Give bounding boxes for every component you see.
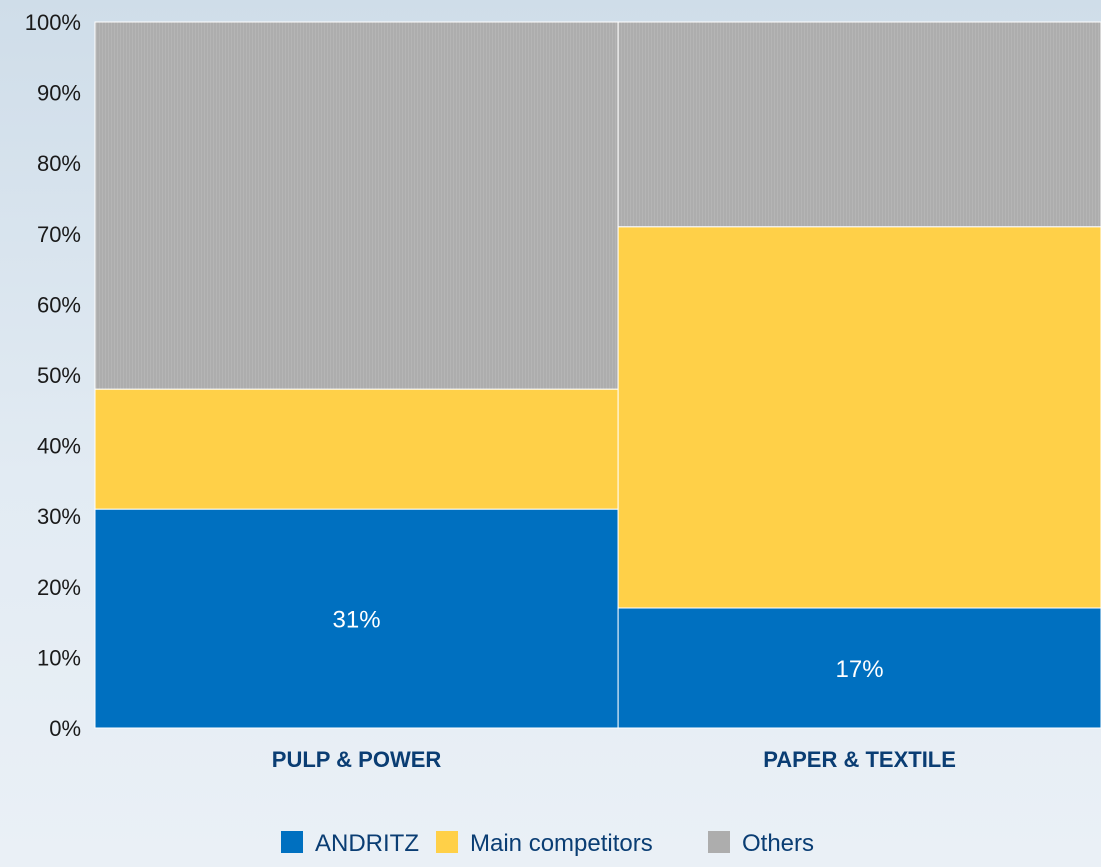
bar-others-pulp-power bbox=[94, 21, 619, 390]
y-tick-label: 90% bbox=[37, 81, 81, 106]
y-tick-label: 0% bbox=[49, 716, 81, 741]
y-tick-label: 30% bbox=[37, 504, 81, 529]
legend-swatch-main-competitors bbox=[436, 831, 458, 853]
legend-label-andritz: ANDRITZ bbox=[315, 830, 419, 857]
y-tick-label: 80% bbox=[37, 151, 81, 176]
bars-group bbox=[94, 21, 1101, 729]
bar-andritz-paper-textile bbox=[617, 607, 1101, 729]
bar-main-competitors-pulp-power bbox=[94, 388, 619, 510]
y-tick-label: 50% bbox=[37, 363, 81, 388]
data-labels: 31% 17% bbox=[333, 607, 884, 683]
legend-swatch-andritz bbox=[281, 831, 303, 853]
bar-others-paper-textile bbox=[617, 21, 1101, 228]
y-tick-label: 60% bbox=[37, 292, 81, 317]
bar-andritz-pulp-power bbox=[94, 508, 619, 729]
bar-main-competitors-paper-textile bbox=[617, 226, 1101, 609]
category-label-paper-textile: PAPER & TEXTILE bbox=[763, 747, 956, 772]
data-label-pulp-power: 31% bbox=[333, 607, 381, 634]
legend-swatch-others bbox=[708, 831, 730, 853]
category-label-pulp-power: PULP & POWER bbox=[272, 747, 442, 772]
y-tick-label: 70% bbox=[37, 222, 81, 247]
legend-label-main-competitors: Main competitors bbox=[470, 830, 653, 857]
y-tick-label: 40% bbox=[37, 434, 81, 459]
category-labels: PULP & POWER PAPER & TEXTILE bbox=[272, 747, 956, 772]
y-tick-label: 20% bbox=[37, 575, 81, 600]
y-axis-ticks: 0% 10% 20% 30% 40% 50% 60% 70% 80% 90% 100% bbox=[25, 10, 81, 741]
data-label-paper-textile: 17% bbox=[836, 656, 884, 683]
legend-label-others: Others bbox=[742, 830, 814, 857]
y-tick-label: 100% bbox=[25, 10, 81, 35]
y-tick-label: 10% bbox=[37, 645, 81, 670]
legend: ANDRITZ Main competitors Others bbox=[281, 830, 814, 857]
